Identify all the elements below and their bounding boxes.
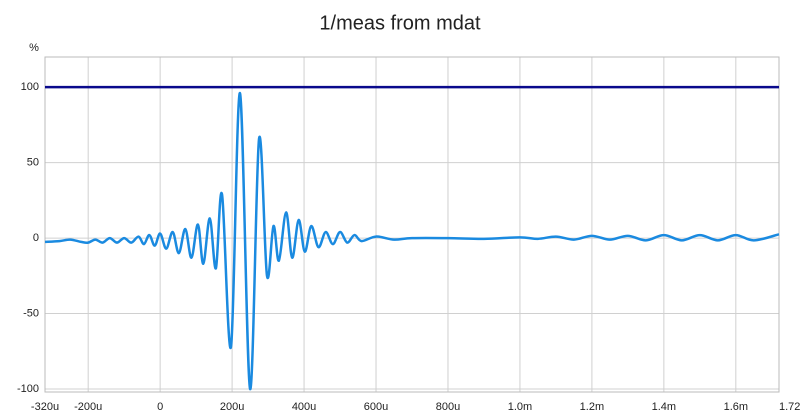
x-tick-label: 1.0m bbox=[508, 401, 532, 413]
y-tick-label: -50 bbox=[23, 307, 39, 319]
y-tick-label: 100 bbox=[21, 81, 39, 93]
data-line bbox=[44, 91, 780, 391]
x-tick-label: -320u bbox=[31, 401, 59, 413]
plot-frame bbox=[44, 56, 780, 393]
y-tick-label: -100 bbox=[17, 383, 39, 395]
x-tick-label: 600u bbox=[364, 401, 388, 413]
x-tick-label: 1.4m bbox=[652, 401, 676, 413]
x-tick-label: 200u bbox=[220, 401, 244, 413]
x-tick-label: 0 bbox=[157, 401, 163, 413]
chart-title: 1/meas from mdat bbox=[319, 12, 481, 34]
x-tick-label: 800u bbox=[436, 401, 460, 413]
x-tick-label: 1.6m bbox=[724, 401, 748, 413]
x-tick-label: 400u bbox=[292, 401, 316, 413]
y-tick-label: 50 bbox=[27, 157, 39, 169]
y-axis-label: % bbox=[29, 42, 39, 54]
y-tick-label: 0 bbox=[33, 232, 39, 244]
x-tick-label: -200u bbox=[74, 401, 102, 413]
x-tick-label: 1.72ms bbox=[779, 401, 800, 413]
x-tick-label: 1.2m bbox=[580, 401, 604, 413]
